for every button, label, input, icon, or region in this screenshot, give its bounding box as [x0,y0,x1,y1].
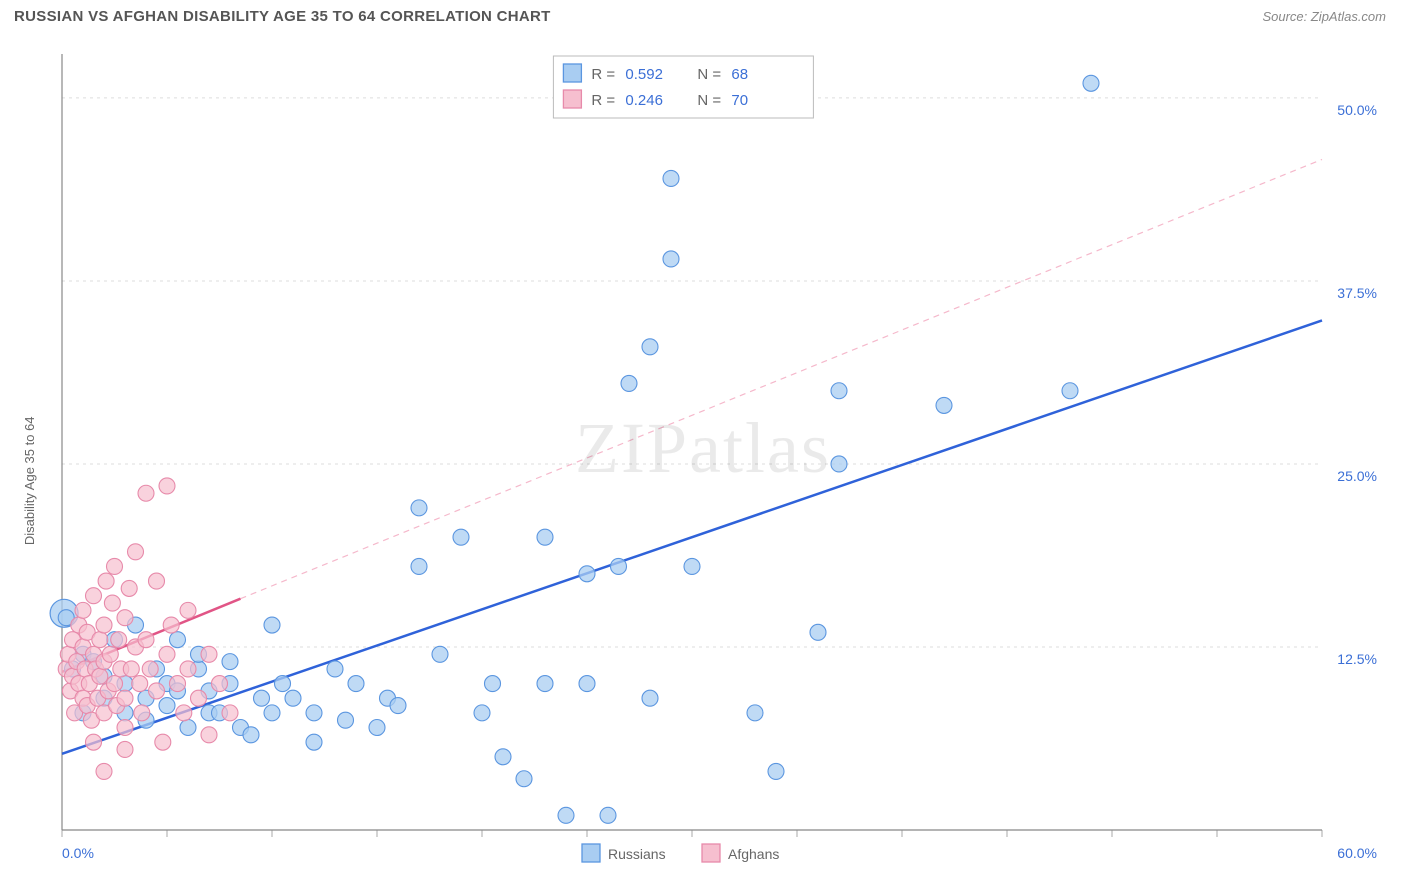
source-label: Source: ZipAtlas.com [1262,9,1386,24]
svg-text:Afghans: Afghans [728,846,779,862]
chart-title: RUSSIAN VS AFGHAN DISABILITY AGE 35 TO 6… [14,8,551,25]
svg-text:68: 68 [731,66,748,83]
svg-text:50.0%: 50.0% [1337,102,1377,118]
svg-text:37.5%: 37.5% [1337,285,1377,301]
chart-area: 12.5% 25.0% 37.5% 50.0% 0.0% 60.0% Disability … [14,36,1392,878]
svg-text:0.0%: 0.0% [62,845,94,861]
svg-text:70: 70 [731,92,748,109]
svg-text:R =: R = [591,66,615,83]
svg-text:12.5%: 12.5% [1337,651,1377,667]
svg-text:0.246: 0.246 [625,92,663,109]
svg-text:25.0%: 25.0% [1337,468,1377,484]
scatter-chart: 12.5% 25.0% 37.5% 50.0% 0.0% 60.0% Disability … [14,36,1392,878]
svg-text:Russians: Russians [608,846,666,862]
svg-text:Disability Age 35 to 64: Disability Age 35 to 64 [22,416,37,545]
svg-text:0.592: 0.592 [625,66,663,83]
svg-text:N =: N = [697,92,721,109]
svg-text:R =: R = [591,92,615,109]
svg-text:60.0%: 60.0% [1337,845,1377,861]
svg-text:N =: N = [697,66,721,83]
